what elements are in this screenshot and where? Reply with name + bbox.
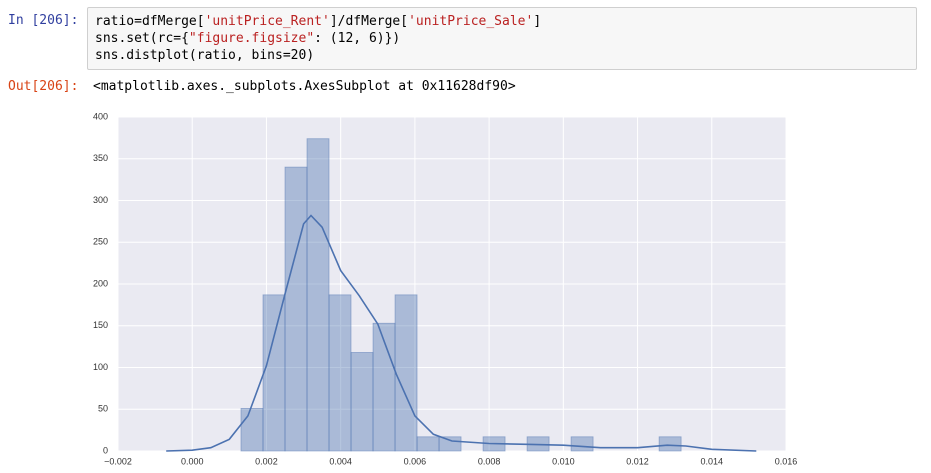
x-tick-label: 0.002 bbox=[255, 456, 278, 466]
x-tick-label: 0.016 bbox=[775, 456, 798, 466]
bar bbox=[658, 436, 682, 452]
x-tick-label: 0.010 bbox=[552, 456, 575, 466]
code-token: ]/dfMerge[ bbox=[329, 14, 409, 29]
bar bbox=[306, 138, 330, 452]
bar bbox=[416, 436, 440, 452]
input-prompt: In [206]: bbox=[8, 13, 79, 28]
x-tick-label: 0.012 bbox=[626, 456, 649, 466]
code-token: 'unitPrice_Rent' bbox=[204, 14, 330, 29]
y-tick-label: 200 bbox=[93, 278, 108, 288]
code-line: sns.distplot(ratio, bins=20) bbox=[95, 47, 909, 64]
output-text: <matplotlib.axes._subplots.AxesSubplot a… bbox=[93, 79, 516, 94]
bar bbox=[262, 294, 286, 452]
code-cell[interactable]: ratio=dfMerge['unitPrice_Rent']/dfMerge[… bbox=[87, 7, 917, 70]
y-tick-label: 350 bbox=[93, 153, 108, 163]
y-tick-label: 150 bbox=[93, 320, 108, 330]
bar bbox=[328, 294, 352, 452]
bar bbox=[570, 436, 594, 452]
bar bbox=[394, 294, 418, 452]
x-tick-label: 0.014 bbox=[701, 456, 724, 466]
code-token: "figure.figsize" bbox=[188, 31, 315, 46]
code-token: 'unitPrice_Sale' bbox=[408, 14, 534, 29]
x-tick-label: 0.000 bbox=[181, 456, 204, 466]
code-line: ratio=dfMerge['unitPrice_Rent']/dfMerge[… bbox=[95, 13, 909, 30]
code-token: ] bbox=[533, 14, 542, 29]
code-token: sns.distplot(ratio, bins=20) bbox=[95, 48, 315, 63]
code-token: : (12, 6)}) bbox=[314, 31, 401, 46]
y-tick-label: 400 bbox=[93, 111, 108, 121]
bar bbox=[284, 166, 308, 452]
kde-line bbox=[166, 214, 757, 452]
y-tick-label: 100 bbox=[93, 362, 108, 372]
code-token: ratio=dfMerge[ bbox=[95, 14, 205, 29]
y-tick-label: 300 bbox=[93, 195, 108, 205]
x-tick-label: −0.002 bbox=[104, 456, 132, 466]
y-tick-label: 50 bbox=[98, 404, 108, 414]
y-tick-label: 250 bbox=[93, 237, 108, 247]
chart: 0 50 100 150 200 250 300 350 400 −0.002 0.000 0.002… bbox=[93, 111, 798, 466]
output-prompt: Out[206]: bbox=[8, 79, 79, 94]
y-tick-label: 0 bbox=[103, 445, 108, 455]
code-token: sns.set(rc={ bbox=[95, 31, 189, 46]
bar bbox=[240, 408, 264, 452]
x-tick-label: 0.004 bbox=[329, 456, 352, 466]
x-tick-label: 0.008 bbox=[478, 456, 501, 466]
code-line: sns.set(rc={"figure.figsize": (12, 6)}) bbox=[95, 30, 909, 47]
bar bbox=[350, 352, 374, 452]
x-tick-label: 0.006 bbox=[404, 456, 427, 466]
bar bbox=[438, 436, 462, 452]
